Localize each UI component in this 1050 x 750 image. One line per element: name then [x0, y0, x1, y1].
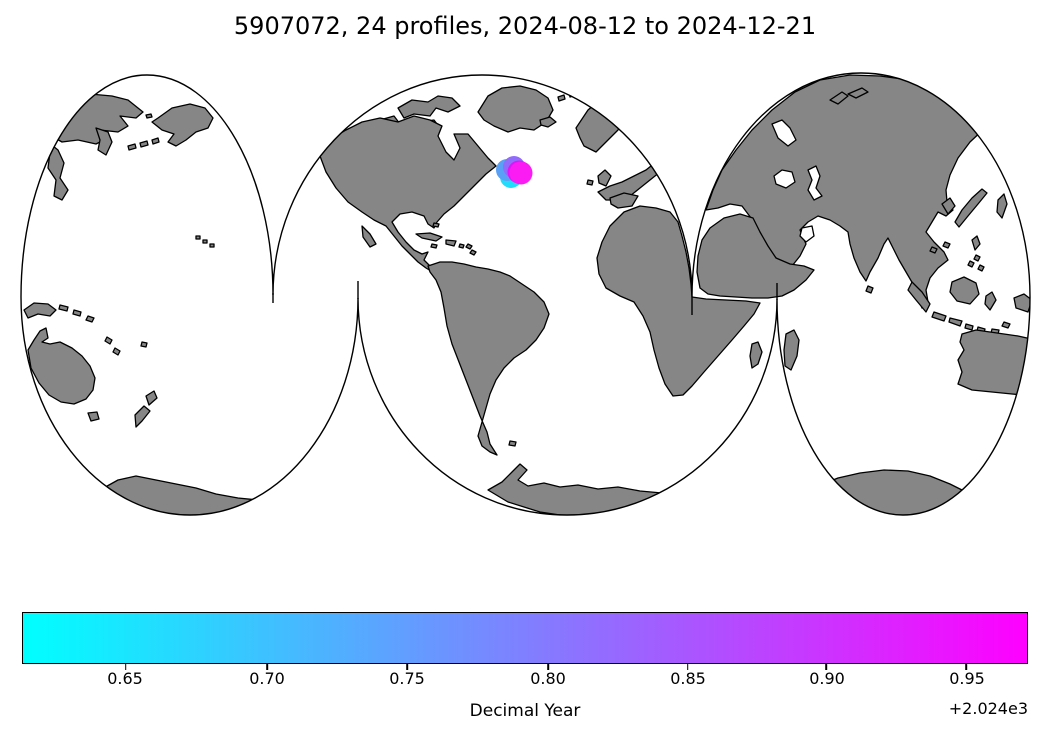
iceland — [539, 116, 557, 128]
africa-west — [596, 205, 761, 397]
colorbar-tick-label: 0.90 — [809, 669, 845, 688]
sakhalin — [996, 193, 1008, 219]
colorbar-offset-label: +2.024e3 — [948, 699, 1028, 718]
colorbar-tick — [266, 663, 269, 670]
map-seam-lines — [272, 281, 778, 315]
madagascar-west-half — [749, 341, 763, 369]
persian-gulf — [799, 225, 815, 243]
philippines — [967, 235, 985, 272]
colorbar-tick — [406, 663, 409, 670]
colorbar-tick-label: 0.80 — [530, 669, 566, 688]
kamchatka — [95, 127, 113, 156]
taiwan-hainan — [929, 241, 951, 254]
black-sea — [773, 169, 796, 189]
okhotsk-coast — [47, 141, 69, 201]
madagascar-east-half — [783, 329, 800, 371]
north-america — [319, 115, 497, 278]
novaya-zemlya — [829, 87, 869, 105]
colorbar-tick-label: 0.95 — [949, 669, 985, 688]
baja-california — [361, 225, 377, 248]
colorbar-tick — [547, 663, 549, 670]
bering-islets — [145, 113, 153, 119]
aleutian-islands — [127, 137, 160, 151]
colorbar-tick-label: 0.75 — [389, 669, 425, 688]
caspian-sea — [807, 165, 823, 201]
falkland-islands — [508, 440, 517, 447]
korea — [941, 197, 956, 215]
colorbar-tick — [125, 663, 127, 670]
south-america — [427, 261, 550, 456]
sri-lanka — [865, 285, 874, 294]
greenland — [477, 85, 554, 133]
colorbar-tick-label: 0.85 — [670, 669, 706, 688]
colorbar-tick — [686, 663, 689, 670]
colorbar-tick — [825, 663, 828, 670]
africa-horn — [696, 213, 815, 299]
melanesia-islands — [58, 304, 148, 356]
colorbar-gradient — [23, 613, 1027, 663]
caribbean-islands — [415, 222, 477, 256]
white-sea — [771, 119, 797, 147]
alaska — [151, 103, 214, 147]
new-guinea-east — [23, 302, 57, 319]
australia-west — [957, 329, 1030, 397]
colorbar-axis-label: Decimal Year — [469, 701, 581, 721]
colorbar — [22, 612, 1028, 670]
british-isles — [586, 169, 612, 187]
tasmania — [87, 411, 100, 422]
iberia — [609, 192, 639, 209]
colorbar-tick-label: 0.70 — [249, 669, 285, 688]
scatter-cluster — [496, 156, 533, 188]
new-guinea-west — [1013, 293, 1030, 313]
new-zealand — [134, 390, 158, 428]
australia-east — [27, 327, 96, 405]
figure-title: 5907072, 24 profiles, 2024-08-12 to 2024… — [233, 12, 817, 40]
profile-point — [509, 161, 533, 185]
japan — [954, 188, 988, 228]
hawaii — [195, 235, 215, 248]
sumatra — [907, 281, 931, 313]
borneo — [949, 276, 980, 305]
colorbar-tick — [965, 663, 967, 670]
sulawesi — [984, 291, 997, 311]
colorbar-tick-label: 0.65 — [107, 669, 143, 688]
